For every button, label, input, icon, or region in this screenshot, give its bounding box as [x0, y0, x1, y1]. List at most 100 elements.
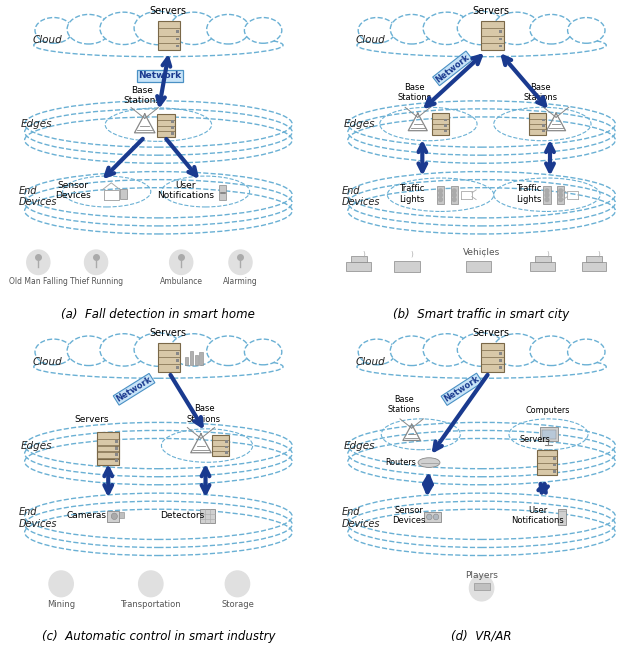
Bar [115, 453, 118, 455]
Text: End
Devices: End Devices [19, 507, 57, 528]
Circle shape [545, 189, 548, 193]
Bar [157, 343, 180, 371]
Circle shape [559, 193, 563, 197]
Bar [176, 367, 179, 369]
Bar [437, 186, 444, 204]
Ellipse shape [357, 34, 606, 57]
Bar [219, 185, 227, 200]
Circle shape [49, 571, 73, 597]
Bar [195, 355, 198, 365]
Bar [432, 113, 449, 135]
Circle shape [545, 193, 548, 197]
Text: Network: Network [138, 71, 182, 80]
Text: ): ) [482, 250, 485, 257]
Circle shape [111, 513, 117, 520]
Circle shape [439, 193, 442, 197]
Bar [536, 450, 557, 475]
Bar [212, 435, 229, 457]
Bar [115, 440, 118, 443]
Ellipse shape [207, 15, 250, 44]
Bar [97, 432, 119, 459]
Ellipse shape [207, 336, 250, 365]
Bar [481, 343, 504, 371]
Text: Base
Stations: Base Stations [524, 83, 558, 102]
Bar [225, 446, 228, 448]
Circle shape [470, 575, 494, 601]
Text: Base
Stations: Base Stations [187, 404, 221, 424]
Bar [499, 352, 502, 355]
Bar [176, 38, 179, 40]
Ellipse shape [67, 336, 110, 365]
Ellipse shape [418, 457, 440, 467]
Text: Cameras: Cameras [67, 511, 107, 520]
Text: Network: Network [434, 52, 471, 84]
Bar [189, 351, 193, 365]
Text: Sensor
Devices: Sensor Devices [56, 181, 91, 200]
Bar [444, 119, 447, 121]
Circle shape [27, 250, 50, 274]
Bar [176, 45, 179, 48]
Bar [542, 430, 556, 440]
Ellipse shape [568, 339, 605, 365]
Bar [225, 452, 228, 454]
Bar [185, 357, 189, 365]
Ellipse shape [244, 17, 282, 43]
Bar [466, 261, 492, 272]
Bar [115, 447, 118, 450]
Text: Computers: Computers [525, 406, 570, 415]
Text: Storage: Storage [221, 600, 254, 609]
Text: User
Notifications: User Notifications [511, 506, 564, 525]
Bar [553, 463, 556, 466]
Text: Mining: Mining [47, 600, 75, 609]
Bar [176, 359, 179, 362]
Bar [200, 509, 215, 523]
Ellipse shape [67, 15, 110, 44]
Text: Thief Running: Thief Running [70, 277, 123, 286]
Ellipse shape [34, 34, 283, 57]
Ellipse shape [493, 333, 540, 366]
Text: User
Notifications: User Notifications [157, 181, 214, 200]
Circle shape [452, 193, 456, 197]
Text: End
Devices: End Devices [19, 186, 57, 207]
Circle shape [433, 514, 439, 520]
Ellipse shape [134, 333, 182, 366]
Bar [97, 438, 119, 465]
Bar [557, 186, 564, 204]
Bar [171, 132, 173, 135]
Bar [540, 427, 557, 442]
Ellipse shape [530, 336, 573, 365]
Ellipse shape [493, 12, 540, 44]
Ellipse shape [357, 355, 606, 379]
Text: Edges: Edges [20, 119, 52, 129]
Bar [499, 359, 502, 362]
Bar [157, 21, 180, 50]
Bar [394, 261, 420, 272]
Bar [444, 125, 447, 127]
Circle shape [439, 189, 442, 193]
Bar [451, 186, 458, 204]
Ellipse shape [35, 339, 72, 365]
Text: Edges: Edges [344, 119, 375, 129]
Text: Base
Stations: Base Stations [397, 83, 432, 102]
Ellipse shape [390, 15, 433, 44]
Text: Detectors: Detectors [161, 511, 205, 520]
Bar [115, 459, 118, 462]
Ellipse shape [358, 17, 396, 43]
Text: Alarming: Alarming [223, 277, 258, 286]
Text: Edges: Edges [344, 440, 375, 451]
Text: Traffic
Lights: Traffic Lights [516, 184, 541, 204]
Bar [474, 583, 490, 590]
Bar [553, 457, 556, 460]
Text: Edges: Edges [20, 440, 52, 451]
Bar [115, 446, 118, 449]
Text: End
Devices: End Devices [342, 186, 380, 207]
Bar [108, 511, 120, 522]
Text: Ambulance: Ambulance [160, 277, 203, 286]
Ellipse shape [423, 333, 470, 366]
Circle shape [84, 250, 108, 274]
Bar [541, 119, 545, 121]
Text: (d)  VR/AR: (d) VR/AR [451, 630, 512, 642]
Circle shape [559, 198, 563, 202]
Text: Servers: Servers [520, 435, 550, 444]
Circle shape [139, 571, 163, 597]
